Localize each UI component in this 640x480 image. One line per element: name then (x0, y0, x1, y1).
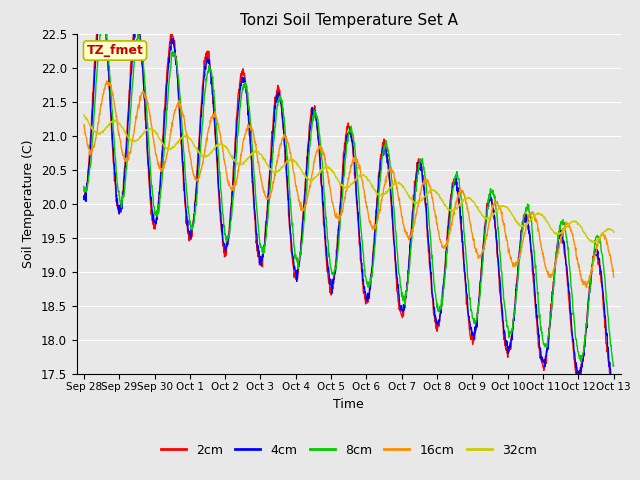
Line: 16cm: 16cm (84, 81, 614, 288)
8cm (500, 301, 508, 307)
16cm (431, 211, 439, 217)
4cm (610, 384, 618, 390)
16cm (500, 221, 508, 227)
32cm (500, 203, 508, 209)
2cm (547, 301, 555, 307)
2cm (257, 263, 265, 269)
2cm (610, 385, 618, 391)
2cm (609, 391, 617, 397)
16cm (547, 271, 555, 277)
8cm (609, 363, 617, 369)
X-axis label: Time: Time (333, 397, 364, 410)
4cm (198, 100, 206, 106)
2cm (198, 91, 206, 97)
32cm (80, 112, 88, 118)
4cm (80, 193, 88, 199)
2cm (431, 318, 439, 324)
16cm (80, 122, 88, 128)
16cm (257, 177, 265, 183)
2cm (186, 238, 193, 243)
2cm (500, 332, 508, 338)
4cm (547, 307, 555, 312)
32cm (257, 151, 265, 157)
32cm (610, 229, 618, 235)
8cm (186, 212, 193, 217)
8cm (547, 310, 555, 315)
2cm (80, 193, 88, 199)
8cm (198, 123, 206, 129)
16cm (610, 274, 618, 280)
8cm (99, 17, 107, 23)
8cm (257, 243, 265, 249)
32cm (591, 240, 598, 245)
Line: 8cm: 8cm (84, 20, 614, 366)
32cm (198, 151, 205, 157)
16cm (582, 285, 590, 290)
Title: Tonzi Soil Temperature Set A: Tonzi Soil Temperature Set A (240, 13, 458, 28)
Line: 2cm: 2cm (84, 0, 614, 394)
Legend: 2cm, 4cm, 8cm, 16cm, 32cm: 2cm, 4cm, 8cm, 16cm, 32cm (156, 439, 541, 462)
Line: 4cm: 4cm (84, 1, 614, 388)
4cm (257, 258, 265, 264)
8cm (431, 289, 439, 295)
4cm (98, 0, 106, 4)
16cm (198, 163, 206, 169)
16cm (186, 149, 193, 155)
8cm (610, 363, 618, 369)
4cm (186, 228, 193, 234)
Y-axis label: Soil Temperature (C): Soil Temperature (C) (22, 140, 35, 268)
Text: TZ_fmet: TZ_fmet (86, 44, 143, 57)
32cm (547, 226, 555, 231)
4cm (431, 314, 439, 320)
32cm (185, 135, 193, 141)
8cm (80, 183, 88, 189)
4cm (609, 385, 617, 391)
16cm (103, 78, 111, 84)
Line: 32cm: 32cm (84, 115, 614, 242)
32cm (431, 187, 438, 193)
4cm (500, 328, 508, 334)
